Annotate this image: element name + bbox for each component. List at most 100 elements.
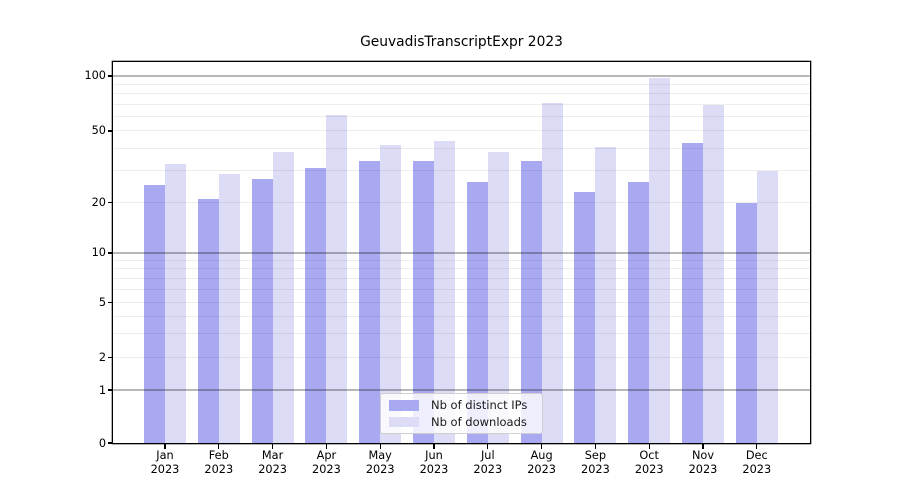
y-tick-mark: [107, 252, 112, 254]
x-tick-label: Jan 2023: [133, 449, 197, 479]
bar-downloads-jul: [487, 152, 509, 443]
x-tick-label: Nov 2023: [671, 449, 735, 479]
bar-distinct-ips-feb: [197, 198, 219, 443]
x-tick-label: Dec 2023: [725, 449, 789, 479]
x-tick-label: Jul 2023: [456, 449, 520, 479]
bar-distinct-ips-oct: [628, 182, 650, 443]
gridline-minor: [113, 302, 810, 304]
gridline-minor: [113, 268, 810, 270]
bar-distinct-ips-jan: [144, 185, 165, 443]
gridline-minor: [113, 315, 810, 317]
bar-downloads-oct: [649, 77, 671, 443]
gridline-minor: [113, 289, 810, 291]
gridline-minor: [113, 357, 810, 359]
bar-downloads-dec: [756, 170, 778, 443]
bar-distinct-ips-apr: [305, 168, 327, 443]
legend-swatch-distinct-ips: [389, 400, 419, 411]
gridline-minor: [113, 332, 810, 334]
plot-area: Nb of distinct IPs Nb of downloads: [113, 62, 810, 443]
x-tick-mark: [379, 444, 381, 449]
y-tick-label: 10: [91, 246, 106, 260]
gridline-minor: [113, 130, 810, 132]
chart-title: GeuvadisTranscriptExpr 2023: [360, 34, 563, 50]
y-tick-mark: [107, 302, 112, 304]
y-tick-mark: [107, 442, 112, 444]
gridline-minor: [113, 103, 810, 105]
x-tick-label-year: 2023: [634, 463, 664, 477]
x-tick-label-year: 2023: [204, 463, 234, 477]
x-tick-label-month: Jul: [480, 448, 495, 462]
gridline-minor: [113, 260, 810, 262]
x-tick-label: Feb 2023: [187, 449, 251, 479]
gridline-major: [113, 389, 810, 391]
x-tick-label-month: Feb: [208, 448, 229, 462]
bar-downloads-jun: [434, 141, 455, 443]
x-tick-label-month: May: [368, 448, 392, 462]
bar-downloads-mar: [272, 152, 294, 443]
x-tick-label-month: Aug: [530, 448, 553, 462]
y-tick-label: 100: [84, 69, 106, 83]
bar-downloads-apr: [326, 115, 348, 443]
y-tick-label: 1: [98, 383, 106, 397]
legend-label-distinct-ips: Nb of distinct IPs: [431, 398, 528, 413]
gridline-minor: [113, 83, 810, 85]
y-tick-label: 2: [98, 351, 106, 365]
gridline-minor: [113, 170, 810, 172]
bar-distinct-ips-dec: [735, 202, 757, 443]
bar-distinct-ips-sep: [574, 191, 596, 443]
bar-distinct-ips-jun: [413, 161, 434, 443]
y-tick-mark: [107, 130, 112, 132]
gridline-minor: [113, 116, 810, 118]
x-tick-label-year: 2023: [742, 463, 772, 477]
y-tick-label: 20: [91, 196, 106, 210]
x-tick-label-year: 2023: [258, 463, 287, 477]
legend: Nb of distinct IPs Nb of downloads: [380, 393, 543, 434]
y-tick-label: 50: [91, 124, 106, 138]
x-tick-mark: [164, 444, 166, 449]
bar-downloads-may: [380, 144, 402, 443]
bars-layer: [113, 62, 810, 443]
x-tick-label-year: 2023: [312, 463, 341, 477]
gridlines-layer: [113, 62, 810, 443]
x-tick-mark: [594, 444, 597, 449]
bar-downloads-feb: [218, 173, 240, 443]
bar-downloads-aug: [541, 103, 563, 443]
x-tick-mark: [487, 444, 489, 449]
x-tick-label-year: 2023: [365, 463, 395, 477]
x-tick-label: Aug 2023: [510, 449, 574, 479]
x-tick-mark: [756, 444, 758, 449]
x-tick-label-year: 2023: [419, 463, 449, 477]
gridline-minor: [113, 147, 810, 149]
bar-distinct-ips-may: [359, 161, 381, 443]
gridline-major: [113, 75, 810, 77]
x-tick-label-year: 2023: [150, 463, 180, 477]
x-tick-label-month: Sep: [584, 448, 607, 462]
x-tick-mark: [433, 444, 435, 449]
legend-item-distinct-ips: Nb of distinct IPs: [389, 397, 536, 414]
y-tick-mark: [107, 389, 112, 391]
bar-distinct-ips-nov: [682, 142, 703, 443]
bar-downloads-nov: [703, 105, 724, 443]
gridline-major: [113, 252, 810, 254]
x-tick-mark: [702, 444, 704, 449]
x-tick-label: Apr 2023: [294, 449, 358, 479]
x-tick-label-month: Dec: [745, 448, 768, 462]
gridline-minor: [113, 278, 810, 280]
x-tick-label: Oct 2023: [617, 449, 681, 479]
y-tick-label: 0: [98, 436, 106, 450]
x-tick-mark: [218, 444, 220, 449]
x-tick-label-year: 2023: [688, 463, 718, 477]
gridline-minor: [113, 202, 810, 204]
x-tick-mark: [271, 444, 274, 449]
y-tick-label: 5: [98, 296, 106, 310]
y-tick-mark: [107, 202, 112, 204]
legend-item-downloads: Nb of downloads: [389, 414, 536, 431]
bar-downloads-jan: [165, 163, 186, 443]
x-tick-label-month: Jan: [156, 448, 174, 462]
x-tick-label-month: Jun: [425, 448, 443, 462]
x-tick-label-month: Oct: [639, 448, 659, 462]
x-tick-mark: [325, 444, 328, 449]
x-tick-label-month: Mar: [261, 448, 284, 462]
y-tick-mark: [107, 75, 112, 77]
